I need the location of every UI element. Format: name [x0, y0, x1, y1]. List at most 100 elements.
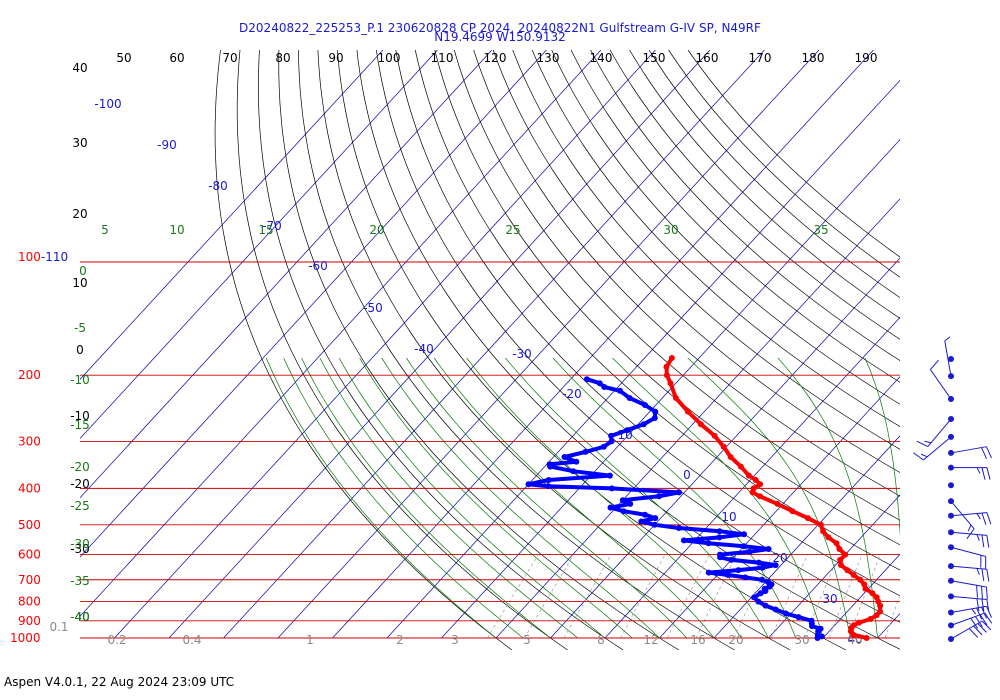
- temperature-point: [750, 485, 757, 492]
- dewpoint-point: [582, 448, 589, 455]
- top-scale-label: 90: [328, 51, 343, 65]
- moist-adiabat-label: -5: [74, 321, 86, 335]
- mixing-ratio-label: 30: [794, 633, 809, 647]
- wind-barb-flag: [976, 568, 980, 575]
- wind-barb-shaft: [950, 512, 987, 517]
- wind-barb-flag: [976, 467, 981, 474]
- dewpoint-point: [741, 531, 747, 538]
- left-scale-label: 30: [72, 136, 87, 150]
- dry-adiabat-line: [337, 50, 847, 650]
- wind-barb-flag: [981, 568, 985, 582]
- mixing-ratio-label: 20: [728, 633, 743, 647]
- dewpoint-point: [641, 511, 648, 518]
- moist-adiabat-line: [932, 358, 936, 638]
- temperature-point: [752, 477, 759, 483]
- dewpoint-point: [616, 387, 623, 394]
- wind-barb-shaft: [950, 565, 987, 570]
- isotherm-label: 30: [822, 592, 837, 606]
- temperature-point: [745, 472, 752, 479]
- temperature-point: [844, 567, 851, 574]
- top-scale-label: 150: [643, 51, 666, 65]
- pressure-label: 600: [18, 548, 41, 562]
- wind-barb-flag: [979, 614, 988, 626]
- mixing-ratio-label: 16: [690, 633, 705, 647]
- dewpoint-point: [808, 617, 815, 624]
- temperature-point: [863, 635, 870, 641]
- temperature-point: [663, 372, 670, 379]
- moist-adiabat-label: 0: [79, 264, 87, 278]
- wind-barb-flag: [986, 569, 990, 582]
- temperature-point: [672, 395, 679, 401]
- moist-adiabat-label: -15: [70, 418, 90, 432]
- dewpoint-point: [656, 493, 662, 500]
- dewpoint-point: [817, 625, 824, 632]
- wind-barb-flag: [981, 586, 983, 599]
- dry-adiabat-line: [687, 50, 900, 258]
- dewpoint-point: [638, 518, 645, 525]
- mixing-ratio-line: [563, 554, 612, 639]
- isotherm-label: -80: [208, 179, 228, 193]
- moist-adiabat-line: [319, 357, 579, 639]
- left-scale-label: -40: [70, 610, 90, 624]
- wind-barb-flag: [981, 606, 988, 619]
- dewpoint-point: [606, 472, 613, 479]
- wind-barb-flag: [971, 608, 977, 615]
- wind-barb-flag: [981, 467, 986, 480]
- wind-barb-flag: [929, 359, 939, 370]
- wind-barb-flag: [924, 440, 932, 444]
- isotherm-label: -40: [414, 342, 434, 356]
- dewpoint-point: [596, 380, 603, 387]
- mixing-ratio-line: [487, 554, 539, 639]
- dewpoint-point: [626, 395, 633, 401]
- dry-adiabat-line: [258, 50, 624, 650]
- moist-adiabat-line: [406, 357, 688, 639]
- wind-barb-shaft: [950, 605, 987, 613]
- wind-barb-flag: [976, 534, 980, 541]
- top-scale-label: 160: [696, 51, 719, 65]
- isotherm-label: -60: [308, 259, 328, 273]
- moist-adiabat-line: [359, 357, 633, 639]
- dewpoint-point: [680, 537, 687, 544]
- dewpoint-point: [600, 443, 607, 450]
- dewpoint-point: [761, 585, 768, 592]
- dry-adiabat-line: [214, 50, 513, 650]
- temperature-point: [825, 534, 832, 541]
- isotherm-line: [80, 50, 493, 499]
- temperature-point: [804, 515, 811, 522]
- moist-adiabat-line: [301, 357, 551, 639]
- dry-adiabat-line: [298, 50, 735, 650]
- temperature-point: [857, 576, 864, 583]
- pressure-label: 1000: [10, 631, 41, 645]
- isotherm-line: [168, 50, 711, 639]
- moist-adiabat-label: 25: [505, 223, 520, 237]
- isotherm-line: [80, 50, 547, 558]
- isotherm-line: [604, 316, 900, 639]
- isotherm-line: [80, 50, 602, 617]
- wind-barb-flag: [985, 446, 992, 459]
- dewpoint-point: [765, 579, 772, 586]
- temperature-point: [867, 616, 874, 622]
- wind-barb-flag: [973, 625, 983, 636]
- temperature-point: [842, 551, 849, 558]
- temperature-point: [697, 421, 704, 428]
- moist-adiabat-label: 30: [663, 223, 678, 237]
- isotherm-line: [713, 435, 900, 639]
- dry-adiabat-line: [453, 50, 900, 521]
- dewpoint-point: [759, 576, 766, 583]
- dewpoint-point: [652, 515, 659, 522]
- temperature-point: [838, 562, 844, 569]
- moist-adiabat-line: [864, 357, 900, 537]
- top-scale-label: 120: [484, 51, 507, 65]
- temperature-point: [774, 500, 781, 507]
- left-scale-label: -30: [70, 542, 90, 556]
- wind-barb-flag: [976, 598, 980, 611]
- dewpoint-point: [705, 569, 712, 576]
- wind-barb-flag: [967, 524, 972, 532]
- isotherm-line: [987, 50, 1000, 638]
- dry-adiabat-line: [570, 50, 900, 383]
- left-scale-label: -10: [70, 409, 90, 423]
- mixing-ratio-line: [828, 554, 863, 639]
- dewpoint-point: [651, 415, 658, 421]
- top-scale-label: 170: [749, 51, 772, 65]
